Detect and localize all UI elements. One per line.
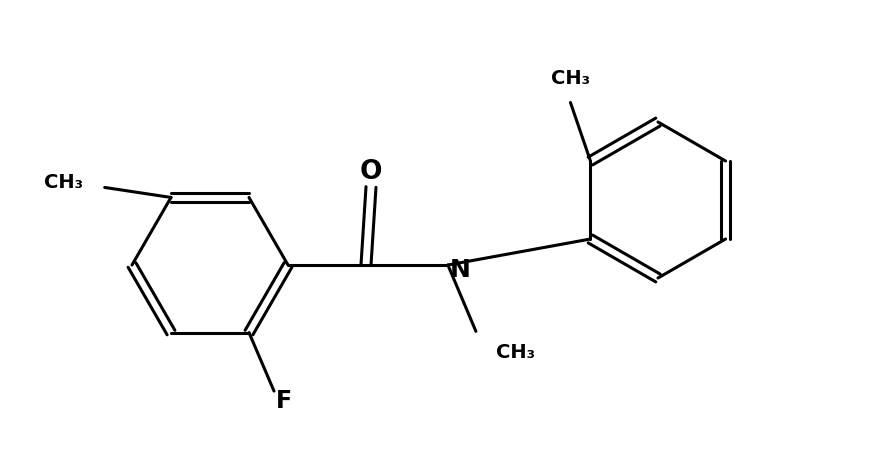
Text: F: F <box>276 389 292 413</box>
Text: N: N <box>449 258 470 282</box>
Text: CH₃: CH₃ <box>496 343 535 362</box>
Text: O: O <box>360 159 382 185</box>
Text: CH₃: CH₃ <box>43 173 82 192</box>
Text: CH₃: CH₃ <box>551 68 590 87</box>
